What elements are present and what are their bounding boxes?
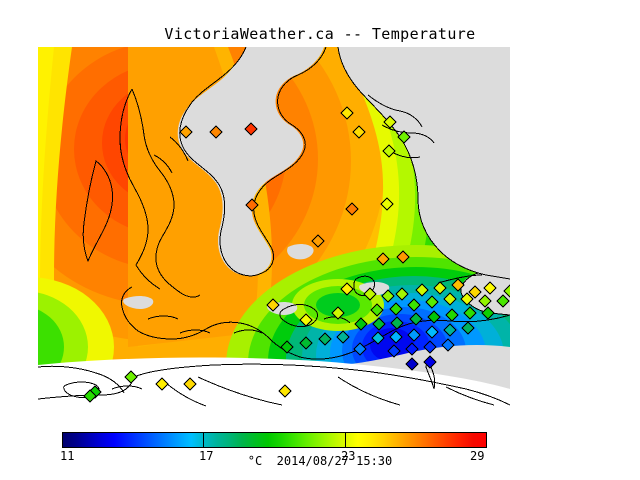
station-marker[interactable] <box>311 234 325 248</box>
station-marker[interactable] <box>372 317 386 331</box>
station-marker[interactable] <box>278 384 292 398</box>
colorbar-units-timestamp: °C 2014/08/27 15:30 <box>247 454 393 468</box>
station-marker[interactable] <box>445 308 459 322</box>
station-marker[interactable] <box>443 323 457 337</box>
station-marker[interactable] <box>340 106 354 120</box>
station-marker[interactable] <box>407 298 421 312</box>
station-marker[interactable] <box>423 355 437 369</box>
station-marker[interactable] <box>124 370 138 384</box>
station-marker[interactable] <box>395 287 409 301</box>
station-marker[interactable] <box>460 292 474 306</box>
station-marker[interactable] <box>425 295 439 309</box>
station-marker[interactable] <box>83 389 97 403</box>
station-marker[interactable] <box>318 332 332 346</box>
station-marker[interactable] <box>340 282 354 296</box>
station-marker[interactable] <box>389 302 403 316</box>
station-marker[interactable] <box>183 377 197 391</box>
station-marker[interactable] <box>299 313 313 327</box>
station-marker[interactable] <box>405 357 419 371</box>
station-marker[interactable] <box>155 377 169 391</box>
station-marker[interactable] <box>423 340 437 354</box>
station-marker[interactable] <box>463 306 477 320</box>
station-marker[interactable] <box>245 198 259 212</box>
colorbar-label-min: 11 <box>60 449 75 463</box>
station-marker[interactable] <box>244 122 258 136</box>
station-marker[interactable] <box>387 344 401 358</box>
colorbar-gradient <box>62 432 487 448</box>
station-marker[interactable] <box>280 340 294 354</box>
coastline-paths <box>38 47 510 407</box>
station-marker[interactable] <box>179 125 193 139</box>
station-marker[interactable] <box>415 283 429 297</box>
station-markers-group[interactable] <box>83 106 510 403</box>
station-marker[interactable] <box>376 252 390 266</box>
station-marker[interactable] <box>345 202 359 216</box>
station-marker[interactable] <box>354 317 368 331</box>
colorbar-label-mid2: 23 <box>341 449 356 463</box>
station-marker[interactable] <box>451 278 465 292</box>
station-marker[interactable] <box>503 284 510 298</box>
station-marker[interactable] <box>407 328 421 342</box>
station-marker[interactable] <box>389 330 403 344</box>
colorbar-tick-23 <box>345 432 346 448</box>
station-marker[interactable] <box>299 336 313 350</box>
station-marker[interactable] <box>468 285 482 299</box>
station-marker[interactable] <box>380 197 394 211</box>
map-plot-area[interactable] <box>38 47 510 408</box>
station-marker[interactable] <box>331 306 345 320</box>
page-title: VictoriaWeather.ca -- Temperature <box>164 25 476 43</box>
colorbar-tick-17 <box>203 432 204 448</box>
station-marker[interactable] <box>352 125 366 139</box>
station-marker[interactable] <box>461 321 475 335</box>
station-marker[interactable] <box>396 250 410 264</box>
station-marker[interactable] <box>433 281 447 295</box>
colorbar-label-max: 29 <box>470 449 485 463</box>
station-marker[interactable] <box>483 281 497 295</box>
station-marker[interactable] <box>427 310 441 324</box>
station-marker[interactable] <box>353 342 367 356</box>
station-marker[interactable] <box>443 292 457 306</box>
station-marker[interactable] <box>209 125 223 139</box>
station-marker[interactable] <box>478 294 492 308</box>
station-marker[interactable] <box>382 144 396 158</box>
station-marker[interactable] <box>496 294 510 308</box>
colorbar[interactable]: 11 17 23 29 <box>60 432 487 463</box>
station-marker[interactable] <box>441 338 455 352</box>
colorbar-label-mid1: 17 <box>199 449 214 463</box>
station-marker[interactable] <box>381 289 395 303</box>
station-marker[interactable] <box>481 306 495 320</box>
station-marker[interactable] <box>336 330 350 344</box>
station-marker[interactable] <box>390 316 404 330</box>
station-marker[interactable] <box>405 342 419 356</box>
temperature-field-svg <box>38 47 510 408</box>
station-marker[interactable] <box>425 325 439 339</box>
station-marker[interactable] <box>383 115 397 129</box>
station-marker[interactable] <box>371 331 385 345</box>
station-marker[interactable] <box>397 130 411 144</box>
station-marker[interactable] <box>409 312 423 326</box>
station-marker[interactable] <box>266 298 280 312</box>
station-marker[interactable] <box>370 303 384 317</box>
station-marker[interactable] <box>363 287 377 301</box>
